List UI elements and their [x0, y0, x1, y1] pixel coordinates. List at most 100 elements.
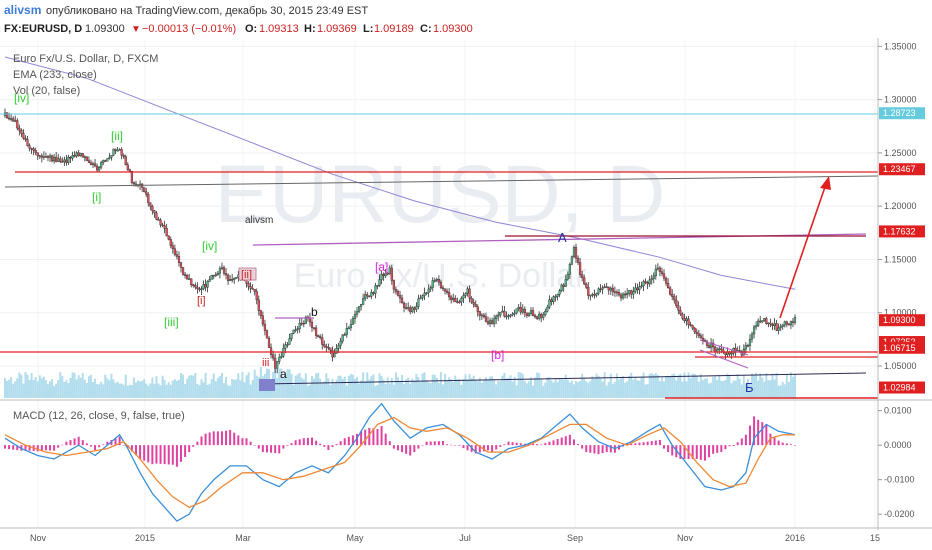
volume-bar: [247, 372, 250, 398]
candle-body: [114, 148, 117, 151]
macd-hist-bar: [102, 444, 105, 446]
candle-body: [548, 299, 551, 308]
macd-hist-bar: [200, 436, 203, 446]
macd-hist-bar: [130, 445, 133, 452]
price-tag: [879, 314, 925, 327]
legend-vol[interactable]: Vol (20, false): [13, 85, 80, 97]
time-tick-label: 15: [870, 533, 880, 543]
volume-bar: [613, 381, 616, 398]
time-tick-label: Nov: [677, 533, 694, 543]
volume-bar: [744, 384, 747, 398]
candle-body: [519, 307, 522, 313]
candle-body: [89, 162, 93, 165]
volume-bar: [423, 372, 426, 398]
volume-bar: [464, 374, 467, 398]
candle-body: [188, 278, 191, 280]
macd-hist-bar: [261, 445, 264, 453]
legend-macd[interactable]: MACD (12, 26, close, 9, false, true): [13, 410, 185, 422]
candle-body: [7, 117, 11, 120]
volume-bar: [204, 372, 207, 398]
candle-body: [472, 301, 475, 305]
volume-bar: [650, 373, 653, 398]
volume-bar: [202, 382, 205, 398]
candle-body: [81, 153, 84, 158]
candle-body: [63, 159, 66, 162]
macd-hist-bar: [441, 441, 444, 446]
volume-bar: [611, 383, 614, 398]
candle-body: [570, 256, 574, 265]
candle-body: [407, 307, 410, 309]
candle-body: [91, 163, 95, 165]
candle-body: [662, 273, 666, 279]
candle-body: [677, 305, 680, 311]
price-axis[interactable]: 1.35000 1.30000 1.25000 1.20000 1.15000 1.100…: [878, 41, 917, 371]
macd-hist-bar: [519, 443, 522, 446]
volume-bar: [276, 377, 279, 398]
macd-hist-bar: [339, 441, 342, 446]
candle-body: [355, 311, 359, 315]
volume-bar: [509, 375, 512, 398]
candle-body: [601, 287, 604, 290]
main-pane[interactable]: [0, 41, 878, 398]
legend-title[interactable]: Euro Fx/U.S. Dollar, D, FXCM: [13, 53, 158, 65]
candle-body: [42, 156, 45, 158]
time-axis[interactable]: Nov 2015 Mar May Jul Sep Nov 2016 15: [30, 533, 880, 543]
candle-body: [71, 155, 74, 159]
candle-body: [427, 288, 430, 293]
candle-body: [701, 337, 705, 341]
candle-body: [695, 331, 698, 334]
macd-hist-bar: [523, 443, 526, 446]
volume-bar: [116, 381, 119, 398]
volume-bar: [384, 384, 387, 398]
macd-hist-bar: [290, 443, 293, 446]
label-A: A: [558, 230, 567, 245]
volume-bar: [761, 377, 764, 398]
candle-body: [194, 284, 197, 288]
header-user[interactable]: alivsm: [4, 3, 41, 17]
label-a-small: a: [280, 367, 287, 381]
candle-body: [574, 247, 578, 259]
label-i-green: [i]: [92, 190, 101, 204]
macd-tick-label: -0.0100: [884, 475, 915, 485]
macd-hist-bar: [315, 440, 318, 446]
candle-body: [284, 344, 287, 349]
volume-bar: [484, 377, 487, 398]
candle-body: [120, 149, 123, 156]
volume-bar: [192, 375, 195, 398]
macd-hist-bar: [331, 445, 334, 448]
macd-hist-bar: [265, 445, 268, 453]
volume-bar: [773, 379, 776, 398]
volume-bar: [446, 380, 449, 398]
candle-body: [108, 157, 111, 159]
volume-bar: [282, 377, 285, 398]
candle-body: [202, 284, 205, 290]
candle-body: [597, 288, 600, 294]
candle-body: [300, 322, 303, 325]
candle-body: [673, 296, 676, 301]
candle-body: [490, 320, 494, 325]
volume-bar: [89, 374, 92, 398]
legend-ema[interactable]: EMA (233, close): [13, 69, 97, 81]
macd-axis[interactable]: 0.0100 0.0000 -0.0100 -0.0200: [878, 406, 915, 520]
header-ohlc-h-val: 1.09369: [317, 23, 357, 35]
volume-bar: [767, 380, 770, 398]
macd-pane[interactable]: [0, 402, 878, 528]
macd-hist-bar: [789, 444, 792, 446]
macd-hist-bar: [626, 443, 629, 446]
candle-body: [339, 340, 342, 346]
price-tag: [879, 341, 925, 354]
macd-hist-bar: [446, 444, 449, 446]
volume-bar: [327, 378, 330, 398]
macd-hist-bar: [335, 444, 338, 446]
volume-bar: [378, 373, 381, 398]
candle-body: [380, 273, 383, 280]
candle-body: [441, 287, 445, 290]
volume-bar: [167, 382, 170, 398]
candle-body: [509, 314, 512, 317]
macd-hist-bar: [748, 425, 751, 446]
macd-hist-bar: [180, 445, 183, 462]
candle-body: [298, 322, 301, 330]
macd-hist-bar: [220, 431, 223, 446]
candle-body: [433, 280, 436, 282]
macd-hist-bar: [482, 445, 485, 452]
